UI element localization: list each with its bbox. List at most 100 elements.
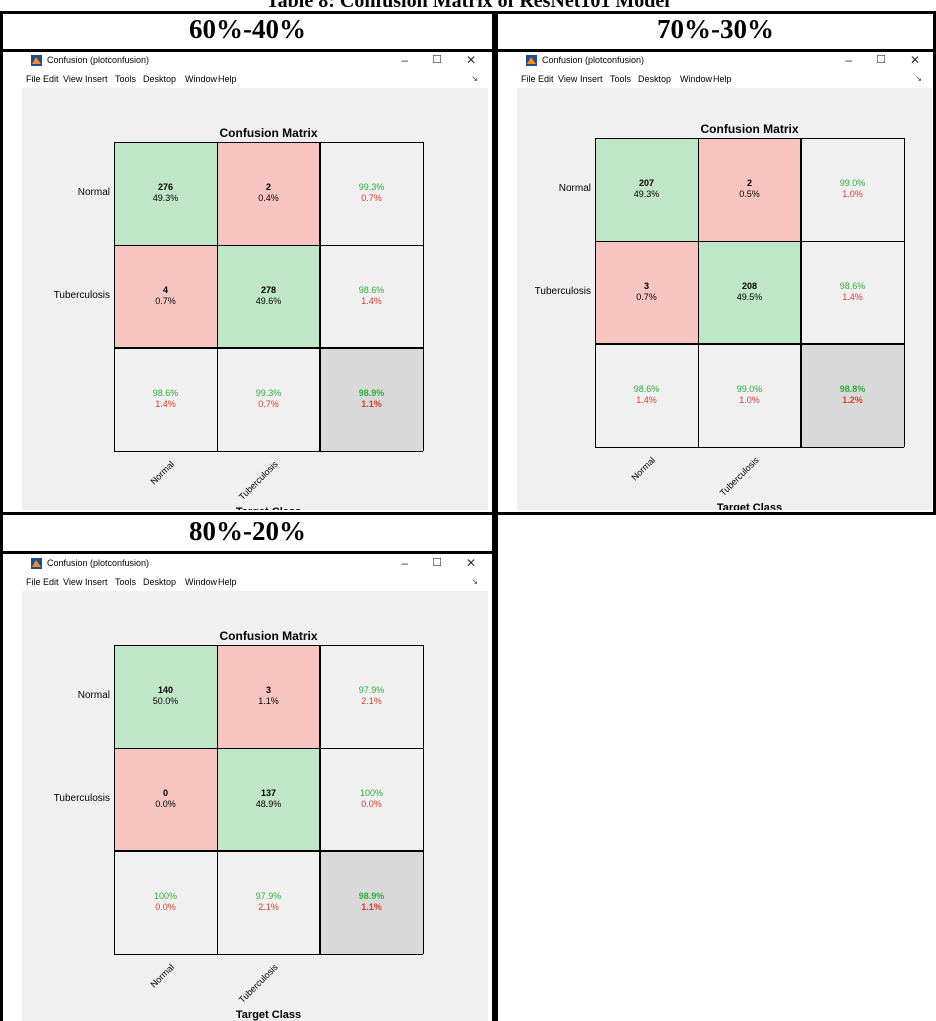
header-80-20: 80%-20% — [189, 516, 306, 546]
title-bar: Confusion (plotconfusion) – ☐ ✕ — [22, 555, 488, 575]
cell-value: 99.3% — [358, 182, 385, 192]
grid-line-vertical — [904, 138, 905, 447]
menu-item-edit[interactable]: Edit — [538, 74, 554, 84]
title-bar: Confusion (plotconfusion) – ☐ ✕ — [517, 52, 932, 72]
x-axis-label: Target Class — [716, 502, 783, 510]
cell-percent: 1.1% — [361, 399, 382, 409]
grid-line-vertical — [319, 142, 321, 451]
cell-value: 208 — [741, 281, 758, 291]
cell-percent: 2.1% — [258, 902, 279, 912]
cell-percent: 0.0% — [361, 799, 382, 809]
cell-value: 99.3% — [255, 388, 282, 398]
minimize-button[interactable]: – — [401, 53, 408, 67]
menu-item-tools[interactable]: Tools — [115, 577, 137, 587]
matrix-cell: 2 0.5% — [698, 138, 801, 241]
column-summary-cell: 99.0% 1.0% — [698, 344, 801, 447]
menu-item-view[interactable]: View — [63, 577, 83, 587]
menu-item-edit[interactable]: Edit — [43, 577, 59, 587]
grid-line-horizontal — [114, 347, 423, 349]
cell-value: 100% — [153, 891, 178, 901]
menu-item-help[interactable]: Help — [713, 74, 732, 84]
x-axis-label: Target Class — [235, 1009, 302, 1021]
column-summary-cell: 98.6% 1.4% — [595, 344, 698, 447]
x-axis-label: Target Class — [209, 506, 329, 510]
cell-percent: 0.7% — [155, 296, 176, 306]
chart-title: Confusion Matrix — [219, 629, 318, 643]
menu-item-insert[interactable]: Insert — [580, 74, 603, 84]
overall-accuracy-cell: 98.9% 1.1% — [320, 851, 423, 954]
matlab-logo-icon — [31, 55, 42, 66]
menu-item-window[interactable]: Window — [185, 74, 218, 84]
cell-value: 2 — [265, 182, 271, 192]
menu-item-file[interactable]: File — [26, 74, 41, 84]
cell-value: 4 — [162, 285, 168, 295]
cell-value: 98.6% — [633, 384, 660, 394]
menu-item-view[interactable]: View — [63, 74, 83, 84]
menu-item-view[interactable]: View — [558, 74, 578, 84]
matrix-cell: 276 49.3% — [114, 142, 217, 245]
grid-line-vertical — [114, 645, 115, 954]
menu-item-help[interactable]: Help — [218, 577, 237, 587]
cell-percent: 0.7% — [258, 399, 279, 409]
matrix-cell: 278 49.6% — [217, 245, 320, 348]
matlab-logo-icon — [31, 558, 42, 569]
menu-item-file[interactable]: File — [521, 74, 536, 84]
menu-item-window[interactable]: Window — [185, 577, 218, 587]
menu-item-insert[interactable]: Insert — [85, 577, 108, 587]
maximize-button[interactable]: ☐ — [432, 54, 442, 66]
grid-line-vertical — [114, 142, 115, 451]
window-title: Confusion (plotconfusion) — [542, 55, 645, 65]
menu-bar: File Edit View Insert Tools Desktop Window Help… — [517, 72, 932, 88]
maximize-button[interactable]: ☐ — [432, 557, 442, 569]
menu-item-file[interactable]: File — [26, 577, 41, 587]
menu-item-window[interactable]: Window — [680, 74, 713, 84]
menu-item-help[interactable]: Help — [218, 74, 237, 84]
cell-value: 278 — [260, 285, 277, 295]
matrix-cell: 137 48.9% — [217, 748, 320, 851]
close-button[interactable]: ✕ — [465, 53, 476, 67]
matrix-cell: 207 49.3% — [595, 138, 698, 241]
grid-line-vertical — [698, 138, 699, 447]
row-summary-cell: 99.0% 1.0% — [801, 138, 904, 241]
cell-percent: 0.0% — [155, 902, 176, 912]
cell-percent: 49.6% — [255, 296, 282, 306]
menu-item-insert[interactable]: Insert — [85, 74, 108, 84]
row-label: Normal — [77, 187, 110, 198]
row-label: Tuberculosis — [53, 290, 110, 301]
minimize-button[interactable]: – — [845, 53, 852, 67]
maximize-button[interactable]: ☐ — [876, 54, 886, 66]
table-border-top — [0, 11, 936, 14]
cell-value: 98.8% — [839, 384, 866, 394]
grid-line-horizontal — [114, 142, 423, 143]
minimize-button[interactable]: – — [401, 556, 408, 570]
cell-value: 99.0% — [839, 178, 866, 188]
figure-window: Confusion (plotconfusion) – ☐ ✕ File Edit View… — [22, 52, 488, 510]
table-row1-header-rule — [0, 49, 936, 52]
toolbar-toggle-icon[interactable]: ↘ — [471, 74, 478, 83]
toolbar-toggle-icon[interactable]: ↘ — [915, 74, 922, 83]
close-button[interactable]: ✕ — [465, 556, 476, 570]
toolbar-toggle-icon[interactable]: ↘ — [471, 577, 478, 586]
menu-item-desktop[interactable]: Desktop — [638, 74, 672, 84]
grid-line-horizontal — [114, 451, 423, 452]
grid-line-horizontal — [595, 241, 904, 242]
matrix-cell: 208 49.5% — [698, 241, 801, 344]
close-button[interactable]: ✕ — [909, 53, 920, 67]
cell-value: 2 — [746, 178, 752, 188]
row-summary-cell: 98.6% 1.4% — [320, 245, 423, 348]
menu-bar: File Edit View Insert Tools Desktop Window Help… — [22, 575, 488, 591]
overall-accuracy-cell: 98.8% 1.2% — [801, 344, 904, 447]
menu-item-desktop[interactable]: Desktop — [143, 577, 177, 587]
menu-item-desktop[interactable]: Desktop — [143, 74, 177, 84]
menu-item-tools[interactable]: Tools — [115, 74, 137, 84]
cell-value: 140 — [157, 685, 174, 695]
cell-percent: 1.4% — [361, 296, 382, 306]
header-70-30: 70%-30% — [657, 14, 774, 44]
cell-percent: 1.4% — [636, 395, 657, 405]
chart-title: Confusion Matrix — [219, 126, 318, 140]
menu-item-edit[interactable]: Edit — [43, 74, 59, 84]
row-label: Tuberculosis — [534, 286, 591, 297]
window-title: Confusion (plotconfusion) — [47, 55, 150, 65]
row-summary-cell: 97.9% 2.1% — [320, 645, 423, 748]
menu-item-tools[interactable]: Tools — [610, 74, 632, 84]
